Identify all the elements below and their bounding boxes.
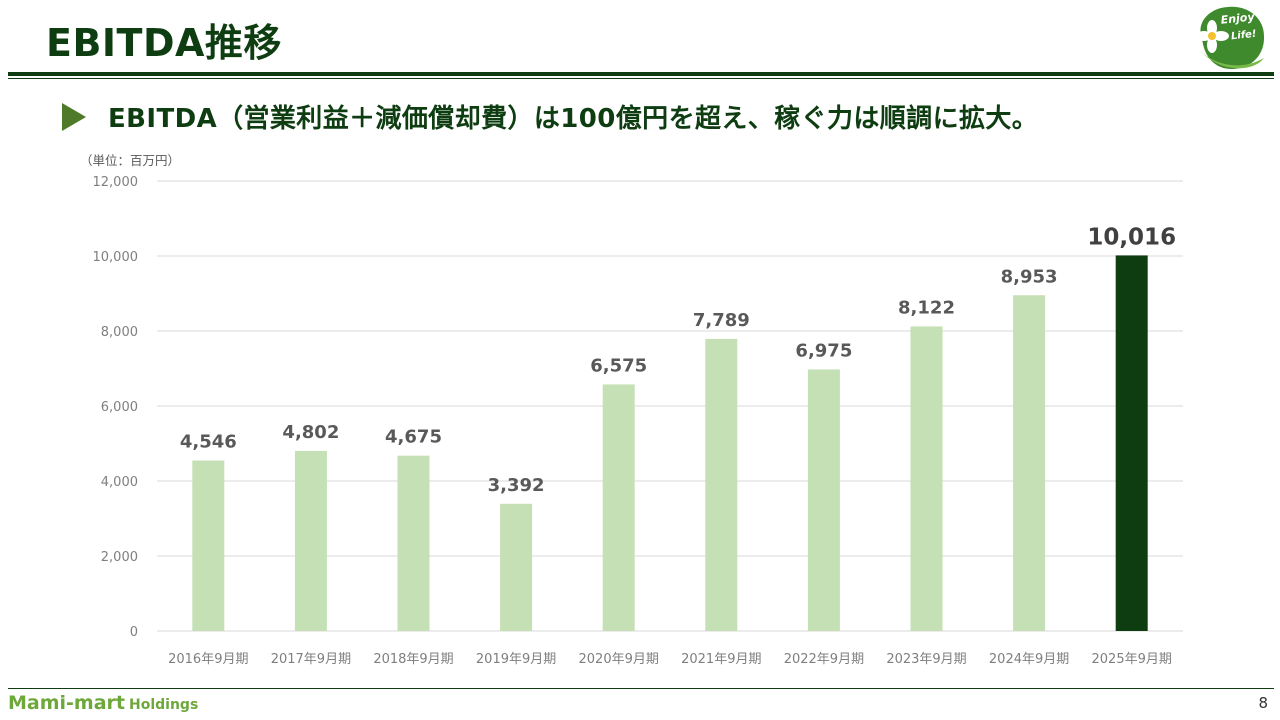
bar xyxy=(1013,295,1046,631)
y-tick-label: 4,000 xyxy=(101,475,138,490)
ebitda-bar-chart: （単位：百万円） 0 2,000 4,000 6,000 8,000 10,000 12,0… xyxy=(80,153,1183,667)
y-tick-label: 0 xyxy=(130,625,138,640)
x-tick-label: 2025年9月期 xyxy=(1092,652,1172,667)
bar xyxy=(500,503,533,631)
x-tick-label: 2017年9月期 xyxy=(271,652,351,667)
x-tick-label: 2016年9月期 xyxy=(168,652,248,667)
gridlines xyxy=(157,180,1183,632)
y-tick-label: 6,000 xyxy=(101,400,138,415)
data-label: 7,789 xyxy=(693,310,750,331)
data-label: 10,016 xyxy=(1087,224,1176,250)
logo-text-line2: Life! xyxy=(1230,29,1257,43)
bar xyxy=(1115,255,1148,631)
y-tick-label: 12,000 xyxy=(93,175,139,190)
enjoy-life-logo: Enjoy Life! xyxy=(1196,6,1265,70)
data-label: 6,575 xyxy=(590,355,647,376)
data-label: 8,122 xyxy=(898,297,955,318)
bar xyxy=(397,455,430,631)
y-tick-label: 2,000 xyxy=(101,550,138,565)
title-rule-thick xyxy=(8,72,1274,76)
data-label: 4,802 xyxy=(282,422,339,443)
data-label: 8,953 xyxy=(1001,266,1058,287)
data-labels: 4,546 4,802 4,675 3,392 6,575 7,789 6,975 8,122… xyxy=(180,224,1176,495)
bar xyxy=(910,326,943,631)
y-tick-label: 10,000 xyxy=(93,250,139,265)
title-rule-thin xyxy=(8,78,1274,79)
brand-name: Mami-mart xyxy=(8,692,125,714)
data-label: 4,675 xyxy=(385,427,442,448)
x-tick-label: 2019年9月期 xyxy=(476,652,556,667)
bar xyxy=(705,338,738,631)
x-tick-label: 2022年9月期 xyxy=(784,652,864,667)
x-tick-label: 2023年9月期 xyxy=(886,652,966,667)
triangle-bullet-icon xyxy=(62,102,86,131)
footer-rule xyxy=(8,688,1274,689)
unit-label: （単位：百万円） xyxy=(80,153,180,168)
x-axis-ticks: 2016年9月期 2017年9月期 2018年9月期 2019年9月期 2020年9月期… xyxy=(168,652,1172,667)
brand-logo: Mami-mart Holdings xyxy=(8,692,198,714)
x-tick-label: 2024年9月期 xyxy=(989,652,1069,667)
data-label: 3,392 xyxy=(488,475,545,496)
brand-suffix: Holdings xyxy=(129,697,199,713)
subtitle-row: EBITDA（営業利益＋減価償却費）は100億円を超え、稼ぐ力は順調に拡大。 xyxy=(62,98,1038,135)
bar xyxy=(807,369,840,631)
flower-icon xyxy=(1196,20,1229,53)
bars xyxy=(192,255,1148,631)
page-number: 8 xyxy=(1258,694,1268,712)
bar xyxy=(192,460,225,631)
slide-subtitle: EBITDA（営業利益＋減価償却費）は100億円を超え、稼ぐ力は順調に拡大。 xyxy=(108,104,1039,134)
data-label: 6,975 xyxy=(795,340,852,361)
x-tick-label: 2021年9月期 xyxy=(681,652,761,667)
data-label: 4,546 xyxy=(180,432,237,453)
y-axis-ticks: 0 2,000 4,000 6,000 8,000 10,000 12,000 xyxy=(93,175,139,640)
bar xyxy=(294,450,327,631)
logo-text-line1: Enjoy xyxy=(1220,10,1256,27)
bar xyxy=(602,384,635,631)
x-tick-label: 2020年9月期 xyxy=(579,652,659,667)
y-tick-label: 8,000 xyxy=(101,325,138,340)
slide-title: EBITDA推移 xyxy=(46,21,282,65)
x-tick-label: 2018年9月期 xyxy=(373,652,453,667)
